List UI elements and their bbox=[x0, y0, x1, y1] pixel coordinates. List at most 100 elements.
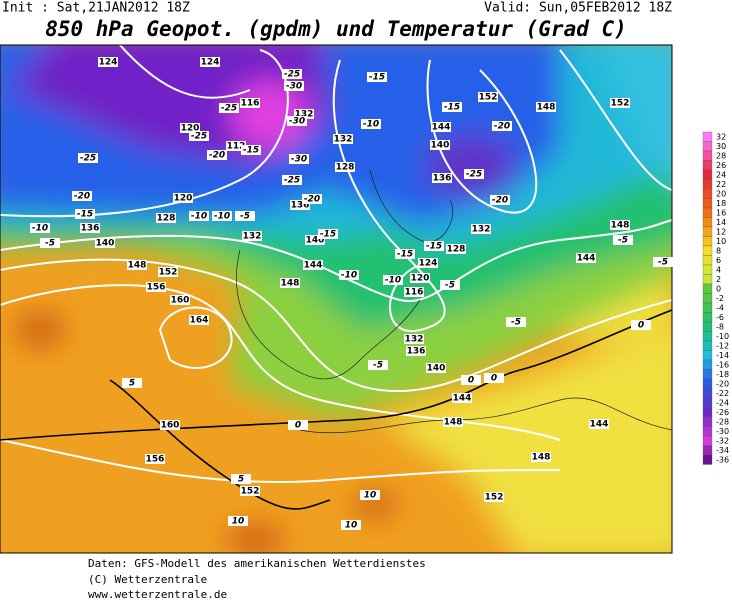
temperature-label: 0 bbox=[491, 374, 497, 384]
label-box bbox=[280, 278, 300, 288]
temperature-label: -5 bbox=[511, 318, 521, 328]
label-box bbox=[576, 253, 596, 263]
label-box bbox=[464, 169, 484, 179]
label-box bbox=[228, 516, 248, 526]
geopotential-label: 152 bbox=[611, 99, 630, 109]
temperature-label: -15 bbox=[320, 230, 336, 240]
colorbar-tick-label: 18 bbox=[716, 199, 726, 208]
footer-copyright: (C) Wetterzentrale bbox=[88, 573, 207, 586]
temperature-label: -10 bbox=[214, 212, 230, 222]
geopotential-label: 136 bbox=[407, 347, 426, 357]
colorbar-cell bbox=[702, 160, 713, 171]
temperature-label: -10 bbox=[363, 120, 379, 130]
temperature-label: -15 bbox=[444, 103, 460, 113]
geopotential-label: 124 bbox=[419, 259, 438, 269]
colorbar-cell bbox=[702, 416, 713, 427]
label-box bbox=[173, 193, 193, 203]
label-box bbox=[452, 393, 472, 403]
label-box bbox=[461, 375, 481, 385]
temperature-label: -5 bbox=[445, 281, 455, 291]
temperature-label: -30 bbox=[286, 82, 302, 92]
label-box bbox=[294, 109, 314, 119]
colorbar-tick-label: -30 bbox=[716, 427, 729, 436]
geopotential-label: 144 bbox=[590, 420, 609, 430]
label-box bbox=[443, 417, 463, 427]
colorbar-cell bbox=[702, 226, 713, 237]
geopotential-label: 152 bbox=[159, 268, 178, 278]
temperature-label: -15 bbox=[397, 250, 413, 260]
temperature-label: 10 bbox=[232, 517, 245, 527]
colorbar-cell bbox=[702, 169, 713, 180]
label-box bbox=[189, 315, 209, 325]
label-box bbox=[95, 238, 115, 248]
temperature-label: -30 bbox=[291, 155, 307, 165]
label-box bbox=[242, 231, 262, 241]
label-box bbox=[446, 244, 466, 254]
label-box bbox=[212, 211, 232, 221]
geopotential-label: 140 bbox=[427, 364, 446, 374]
colorbar-cell bbox=[702, 236, 713, 247]
label-box bbox=[240, 98, 260, 108]
label-box bbox=[289, 154, 309, 164]
temperature-label: -20 bbox=[492, 196, 508, 206]
geopotential-label: 140 bbox=[431, 141, 450, 151]
colorbar: 32302826242220181614121086420-2-4-6-8-10… bbox=[702, 131, 729, 465]
geopotential-label: 128 bbox=[157, 214, 176, 224]
coastlines bbox=[236, 169, 672, 434]
temperature-label: -15 bbox=[426, 242, 442, 252]
label-box bbox=[431, 122, 451, 132]
label-box bbox=[361, 119, 381, 129]
geopotential-label: 144 bbox=[577, 254, 596, 264]
init-time: Init : Sat,21JAN2012 18Z bbox=[2, 1, 190, 16]
temperature-label: 0 bbox=[638, 321, 644, 331]
temperature-label: -25 bbox=[284, 70, 300, 80]
geopotential-label: 144 bbox=[453, 394, 472, 404]
geopotential-label: 128 bbox=[447, 245, 466, 255]
temperature-label: -15 bbox=[369, 73, 385, 83]
label-box bbox=[146, 282, 166, 292]
geopotential-label: 120 bbox=[411, 274, 430, 284]
colorbar-cell bbox=[702, 150, 713, 161]
label-box bbox=[156, 213, 176, 223]
label-box bbox=[241, 145, 261, 155]
colorbar-tick-label: -8 bbox=[716, 322, 724, 331]
label-box bbox=[531, 452, 551, 462]
label-box bbox=[653, 257, 673, 267]
colorbar-tick-label: 22 bbox=[716, 180, 726, 189]
colorbar-tick-label: 8 bbox=[716, 246, 721, 255]
geopotential-label: 148 bbox=[128, 261, 147, 271]
colorbar-cell bbox=[702, 255, 713, 266]
geopotential-label: 136 bbox=[291, 201, 310, 211]
colorbar-tick-label: 6 bbox=[716, 256, 721, 265]
geopotential-label: 152 bbox=[479, 93, 498, 103]
label-box bbox=[75, 209, 95, 219]
colorbar-cell bbox=[702, 454, 713, 465]
temperature-label: -20 bbox=[74, 192, 90, 202]
temperature-label: 5 bbox=[238, 475, 244, 485]
temperature-label: -20 bbox=[304, 195, 320, 205]
colorbar-cell bbox=[702, 264, 713, 275]
temperature-label: -20 bbox=[209, 151, 225, 161]
label-box bbox=[406, 346, 426, 356]
colorbar-tick-label: -14 bbox=[716, 351, 729, 360]
temperature-label: -25 bbox=[191, 132, 207, 142]
label-box bbox=[368, 360, 388, 370]
temperature-label: -25 bbox=[80, 154, 96, 164]
label-box bbox=[72, 191, 92, 201]
colorbar-tick-label: -22 bbox=[716, 389, 729, 398]
geopotential-label: 112 bbox=[227, 142, 246, 152]
geopotential-label: 132 bbox=[295, 110, 314, 120]
label-box bbox=[226, 141, 246, 151]
label-box bbox=[282, 69, 302, 79]
label-box bbox=[30, 223, 50, 233]
colorbar-tick-label: -10 bbox=[716, 332, 729, 341]
label-box bbox=[180, 123, 200, 133]
label-box bbox=[200, 57, 220, 67]
geopotential-label: 148 bbox=[444, 418, 463, 428]
geopotential-label: 140 bbox=[96, 239, 115, 249]
colorbar-cell bbox=[702, 340, 713, 351]
colorbar-tick-label: 28 bbox=[716, 151, 726, 160]
label-box bbox=[122, 378, 142, 388]
colorbar-cell bbox=[702, 312, 713, 323]
